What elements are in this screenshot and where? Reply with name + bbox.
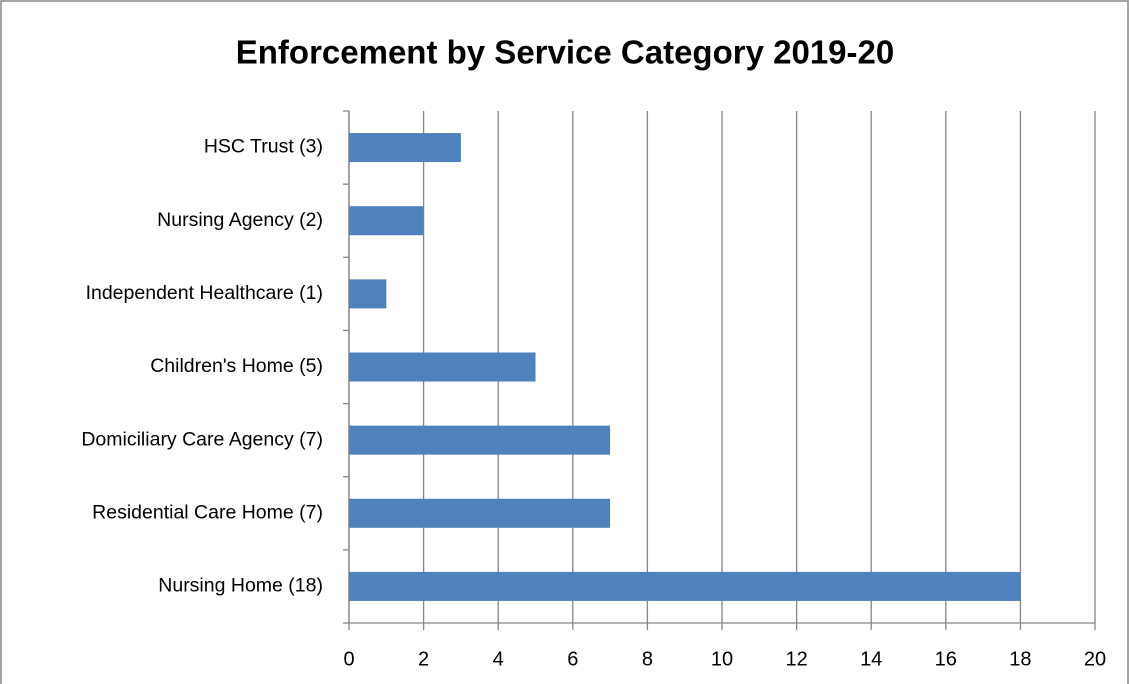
y-tick-label: Domiciliary Care Agency (7): [81, 428, 323, 450]
y-tick-label: Nursing Agency (2): [157, 209, 323, 231]
y-tick-label: Residential Care Home (7): [92, 501, 323, 523]
y-tick-label: HSC Trust (3): [204, 136, 323, 158]
y-tick-label: Independent Healthcare (1): [86, 282, 323, 304]
bar: [349, 206, 424, 236]
bar: [349, 425, 611, 455]
x-tick-label: 6: [567, 648, 578, 670]
x-tick-label: 14: [860, 648, 882, 670]
x-tick-label: 16: [935, 648, 957, 670]
bar: [349, 279, 387, 309]
bar: [349, 498, 611, 528]
x-tick-label: 4: [493, 648, 504, 670]
bar: [349, 352, 536, 382]
bar: [349, 133, 461, 163]
x-tick-label: 12: [785, 648, 807, 670]
bar: [349, 571, 1021, 601]
x-tick-label: 0: [343, 648, 354, 670]
y-tick-label: Nursing Home (18): [158, 575, 323, 597]
y-tick-label: Children's Home (5): [150, 355, 323, 377]
x-tick-label: 8: [642, 648, 653, 670]
x-tick-label: 20: [1084, 648, 1106, 670]
x-tick-label: 18: [1009, 648, 1031, 670]
x-tick-label: 2: [418, 648, 429, 670]
chart-title: Enforcement by Service Category 2019-20: [236, 34, 894, 71]
x-tick-label: 10: [711, 648, 733, 670]
